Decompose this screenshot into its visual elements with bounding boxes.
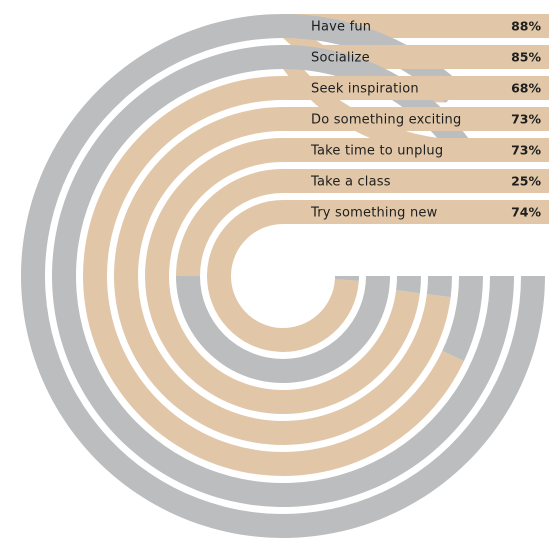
category-label-4: Do something exciting [311, 113, 461, 128]
ring-value-arc-6 [176, 169, 283, 276]
ring-straight-7 [283, 200, 549, 224]
ring-remainder-arc-5 [396, 276, 421, 294]
label-group: Have fun 88% Socialize 85% Seek inspiration 6… [310, 19, 541, 221]
ring-straight-4 [283, 107, 549, 131]
ring-straight-3 [283, 76, 549, 100]
value-label-7: 74% [511, 205, 541, 220]
ring-straight-5 [283, 138, 549, 162]
ring-remainder-arc-4 [426, 276, 452, 298]
category-label-5: Take time to unplug [310, 144, 443, 159]
value-label-4: 73% [511, 112, 541, 127]
ring-value-arc-7 [207, 200, 359, 353]
ring-remainder-arc-6 [176, 276, 390, 383]
value-label-1: 88% [511, 19, 541, 34]
value-label-3: 68% [511, 81, 541, 96]
ring-straight-6 [283, 169, 549, 193]
category-label-6: Take a class [310, 175, 391, 190]
category-label-3: Seek inspiration [311, 82, 419, 97]
category-label-1: Have fun [311, 20, 371, 35]
ring-group [20, 13, 549, 538]
ring-remainder-arc-7 [334, 276, 359, 281]
category-label-7: Try something new [310, 206, 438, 221]
value-label-2: 85% [511, 50, 541, 65]
value-label-6: 25% [511, 174, 541, 189]
category-label-2: Socialize [311, 51, 370, 66]
ring-remainder-arc-3 [442, 276, 483, 362]
value-label-5: 73% [511, 143, 541, 158]
